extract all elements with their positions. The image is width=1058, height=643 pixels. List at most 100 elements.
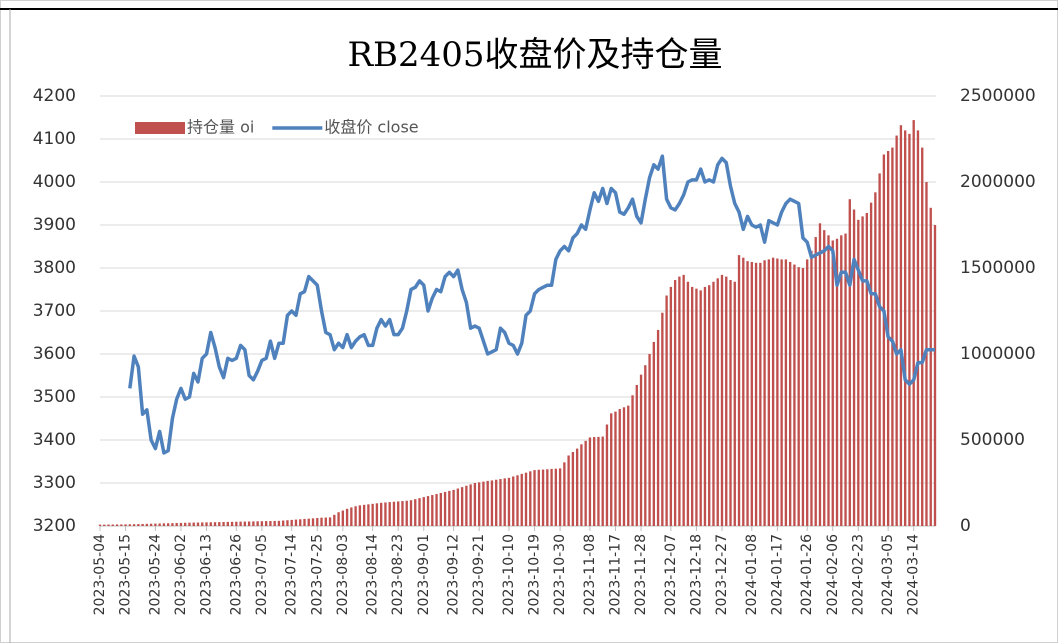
bar — [345, 508, 349, 526]
bar — [823, 230, 826, 526]
x-tick-label: 2023-07-25 — [309, 534, 325, 615]
bar — [269, 521, 272, 526]
bar — [388, 502, 391, 526]
bar — [490, 480, 494, 526]
bar — [848, 199, 851, 526]
bar — [550, 468, 553, 526]
bar — [358, 505, 362, 526]
y-tick-label: 4000 — [33, 172, 76, 192]
y2-tick-label: 1000000 — [960, 344, 1036, 364]
bar — [132, 524, 136, 526]
bar — [529, 471, 532, 526]
bar — [264, 521, 268, 526]
bar — [652, 341, 655, 526]
bar — [192, 522, 195, 526]
bar — [801, 268, 805, 526]
bar — [469, 484, 472, 526]
y-tick-label: 3300 — [33, 473, 76, 493]
bar — [673, 280, 677, 526]
bar — [209, 522, 212, 526]
bar — [618, 409, 621, 526]
bar — [686, 281, 690, 526]
bar — [857, 219, 860, 526]
bar — [188, 522, 191, 526]
bar — [320, 517, 323, 526]
x-tick-label: 2023-07-05 — [254, 534, 270, 615]
bar — [627, 405, 630, 526]
bar — [431, 495, 434, 526]
bar — [495, 479, 498, 526]
bar — [904, 130, 907, 526]
bar — [337, 512, 340, 526]
bar — [733, 281, 736, 526]
bar — [260, 521, 264, 526]
bar — [486, 480, 489, 526]
bar — [763, 260, 766, 526]
bar — [827, 235, 830, 526]
bar — [141, 523, 144, 526]
bar — [333, 514, 336, 526]
bar — [584, 440, 587, 526]
bar — [294, 519, 298, 526]
bar — [166, 523, 170, 526]
bar — [895, 135, 898, 526]
x-tick-label: 2023-10-30 — [552, 534, 568, 615]
x-tick-label: 2023-09-01 — [416, 534, 432, 615]
y-tick-label: 3900 — [33, 215, 76, 235]
x-tick-label: 2023-12-07 — [663, 534, 679, 615]
bar — [865, 212, 869, 526]
bar — [196, 522, 200, 526]
bar — [541, 469, 545, 526]
chart-title: RB2405收盘价及持仓量 — [347, 35, 722, 75]
x-tick-label: 2023-11-08 — [582, 534, 598, 615]
bar — [230, 521, 234, 526]
bar — [810, 250, 813, 527]
y-tick-label: 4200 — [33, 86, 76, 106]
x-tick-label: 2023-10-19 — [527, 534, 543, 615]
bar — [601, 436, 604, 526]
x-tick-label: 2023-08-23 — [390, 534, 406, 615]
x-tick-label: 2023-06-02 — [173, 534, 189, 615]
x-tick-label: 2024-01-08 — [744, 534, 760, 615]
bar — [571, 452, 575, 526]
bar — [460, 487, 464, 526]
bar — [575, 448, 579, 526]
bar — [103, 524, 106, 526]
bar — [171, 523, 174, 526]
legend-swatch — [135, 122, 185, 134]
bar — [175, 523, 178, 526]
bar — [414, 499, 417, 526]
bar — [546, 469, 549, 526]
legend-label: 收盘价 close — [324, 118, 418, 137]
bar — [933, 225, 937, 526]
bar — [128, 524, 131, 526]
bar — [452, 489, 455, 526]
bar — [814, 237, 817, 527]
bar — [252, 521, 255, 526]
bar — [282, 520, 285, 526]
bar — [405, 500, 408, 526]
bar — [426, 496, 430, 526]
x-tick-label: 2023-09-12 — [446, 534, 462, 615]
bar — [107, 524, 110, 526]
x-tick-label: 2023-05-24 — [147, 534, 163, 615]
bar — [695, 288, 698, 526]
bar — [852, 209, 856, 526]
bar — [754, 262, 758, 526]
bar — [286, 520, 289, 526]
bar — [784, 259, 788, 526]
bar — [226, 521, 229, 526]
bar — [111, 524, 114, 526]
bar — [818, 223, 822, 526]
bar — [243, 521, 247, 526]
bar — [708, 285, 711, 526]
y2-tick-label: 0 — [960, 516, 971, 536]
bar — [788, 261, 792, 526]
bar — [465, 485, 468, 526]
bar — [137, 524, 140, 526]
bar — [631, 395, 634, 526]
x-tick-label: 2023-12-27 — [714, 534, 730, 615]
y-tick-label: 3800 — [33, 258, 76, 278]
